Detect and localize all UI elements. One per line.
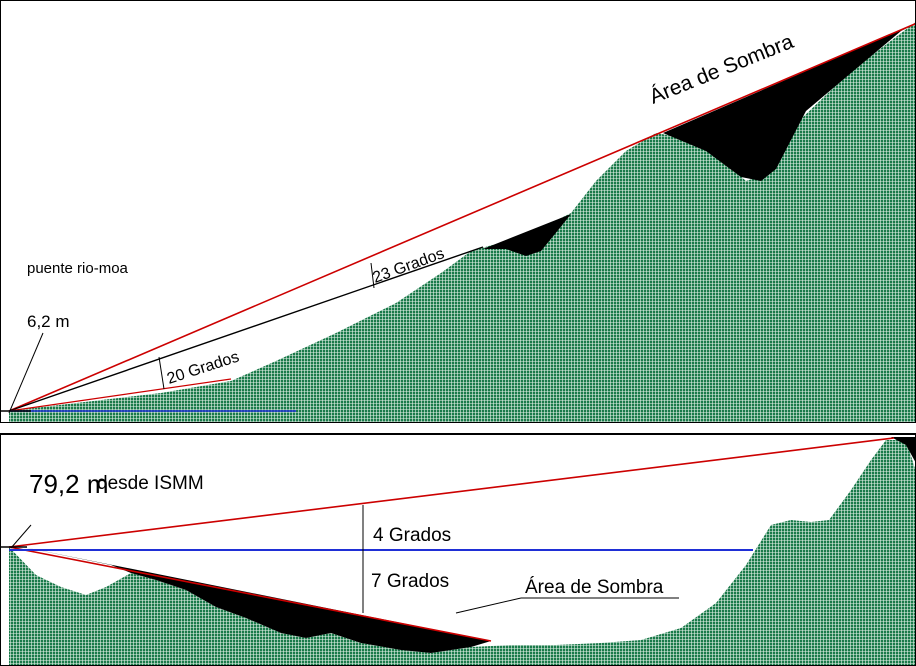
shadow-area bbox=[13, 545, 491, 653]
sight-line-ground bbox=[8, 378, 232, 412]
sight-line-lower bbox=[8, 246, 484, 412]
observer-pointer bbox=[8, 332, 44, 414]
sight-line-lower bbox=[8, 546, 492, 642]
shadow-area-large bbox=[663, 23, 915, 181]
top-profile-panel: puente rio-moa 6,2 m 23 Grados 20 Grados… bbox=[0, 0, 916, 423]
sight-line-upper bbox=[8, 437, 895, 548]
bottom-profile-panel: 79,2 m desde ISMM 4 Grados 7 Grados Área… bbox=[0, 433, 916, 666]
angle-marker-lower bbox=[158, 356, 165, 390]
angle-marker-upper bbox=[370, 262, 375, 289]
observer-height-label: 6,2 m bbox=[27, 312, 70, 331]
bottom-profile-diagram: 79,2 m desde ISMM 4 Grados 7 Grados Área… bbox=[1, 437, 915, 665]
top-profile-diagram: puente rio-moa 6,2 m 23 Grados 20 Grados… bbox=[1, 22, 915, 422]
angle-lower-label: 7 Grados bbox=[371, 571, 449, 592]
shadow-label-pointer bbox=[455, 597, 522, 614]
sight-line-upper bbox=[8, 22, 915, 412]
angle-upper-label: 4 Grados bbox=[373, 525, 451, 546]
terrain-profile bbox=[9, 440, 915, 665]
observer-height-suffix: desde ISMM bbox=[97, 473, 204, 494]
terrain-profile bbox=[9, 22, 915, 422]
observer-height-label: 79,2 m bbox=[29, 469, 109, 499]
observer-pointer bbox=[10, 524, 32, 549]
location-label: puente rio-moa bbox=[27, 260, 129, 277]
shadow-area-ridge bbox=[891, 437, 915, 462]
shadow-area-small bbox=[483, 214, 571, 256]
shadow-area-label: Área de Sombra bbox=[525, 577, 664, 598]
